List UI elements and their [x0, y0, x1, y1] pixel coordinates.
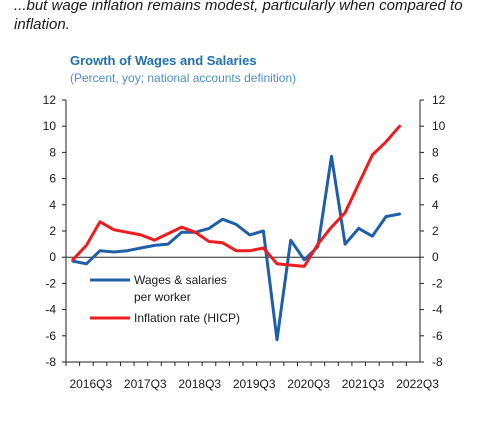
y-tick-label-left: 6 [49, 172, 56, 186]
x-tick-label: 2017Q3 [124, 377, 167, 391]
y-tick-label-right: -4 [432, 303, 443, 317]
x-tick-label: 2020Q3 [287, 377, 330, 391]
legend: Wages & salaries per worker Inflation rate… [90, 273, 240, 325]
x-tick-label: 2016Q3 [69, 377, 112, 391]
legend-label-wages: per worker [134, 290, 191, 304]
y-tick-label-right: 12 [432, 93, 446, 107]
y-tick-label-right: 4 [432, 198, 439, 212]
y-tick-label-left: 0 [49, 250, 56, 264]
y-tick-label-right: -6 [432, 329, 443, 343]
series-line-inflation [71, 124, 402, 268]
x-tick-label: 2022Q3 [396, 377, 439, 391]
y-tick-label-left: 8 [49, 145, 56, 159]
y-tick-label-right: 2 [432, 224, 439, 238]
y-tick-label-left: 12 [43, 93, 57, 107]
x-tick-label: 2019Q3 [233, 377, 276, 391]
y-tick-label-left: 10 [43, 119, 57, 133]
chart-subtitle: (Percent, yoy; national accounts definit… [70, 71, 296, 85]
x-tick-label: 2018Q3 [178, 377, 221, 391]
series-layer [71, 124, 402, 342]
y-tick-label-right: -8 [432, 355, 443, 369]
y-tick-label-right: 10 [432, 119, 446, 133]
y-tick-label-left: -8 [45, 355, 56, 369]
y-tick-label-left: -6 [45, 329, 56, 343]
y-tick-label-left: -2 [45, 276, 56, 290]
y-tick-label-right: 8 [432, 145, 439, 159]
axes: -8 -8 -6 -6 -4 -4 -2 -2 0 0 2 2 4 4 6 6 8 8 10 10 12 12 2016Q3… [43, 93, 446, 391]
legend-label-wages: Wages & salaries [134, 273, 227, 287]
chart-title: Growth of Wages and Salaries [70, 53, 257, 68]
x-tick-label: 2021Q3 [342, 377, 385, 391]
y-tick-label-left: 4 [49, 198, 56, 212]
y-tick-label-right: 0 [432, 250, 439, 264]
series-line-wages [71, 154, 402, 342]
y-tick-label-right: 6 [432, 172, 439, 186]
y-tick-label-left: -4 [45, 303, 56, 317]
y-tick-label-left: 2 [49, 224, 56, 238]
chart-headline: ...but wage inflation remains modest, pa… [14, 0, 463, 33]
y-tick-label-right: -2 [432, 276, 443, 290]
legend-label-inflation: Inflation rate (HICP) [134, 311, 240, 325]
